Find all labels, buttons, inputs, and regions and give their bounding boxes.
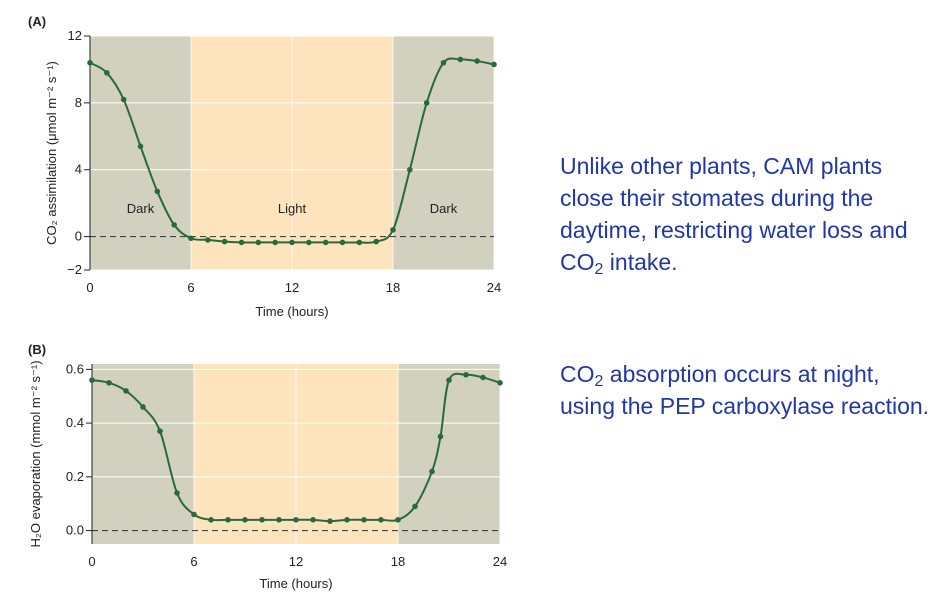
region-dark-2: [393, 36, 494, 270]
data-point: [480, 374, 486, 381]
data-point: [123, 388, 129, 394]
y-tick-label: 0: [75, 229, 82, 244]
data-point: [137, 143, 144, 150]
data-point: [361, 517, 367, 523]
y-tick-label: 12: [68, 28, 82, 43]
x-axis-label: Time (hours): [255, 304, 328, 319]
data-point: [423, 100, 430, 106]
data-point: [390, 227, 396, 233]
x-tick-label: 24: [487, 280, 501, 295]
y-tick-label: 0.0: [66, 523, 84, 538]
data-point: [289, 239, 295, 246]
y-tick-label: 0.6: [66, 361, 84, 376]
data-point: [412, 503, 418, 510]
data-point: [339, 239, 346, 246]
series-line: [91, 372, 501, 523]
data-point: [344, 517, 350, 523]
data-point: [238, 239, 245, 246]
y-tick-label: 8: [75, 95, 82, 110]
subscript-2: 2: [594, 373, 604, 390]
data-point: [104, 69, 110, 76]
data-point: [205, 237, 211, 243]
region-label-dark: Dark: [127, 201, 155, 216]
data-point: [373, 238, 379, 245]
x-tick-label: 18: [386, 280, 400, 295]
y-tick-label: −2: [67, 262, 82, 277]
data-point: [276, 517, 282, 523]
x-tick-label: 6: [187, 280, 194, 295]
data-point: [154, 188, 161, 195]
x-tick-label: 0: [88, 554, 95, 569]
data-point: [259, 517, 265, 523]
data-point: [191, 511, 197, 518]
data-point: [327, 518, 333, 524]
data-point: [174, 490, 180, 496]
data-point: [497, 380, 503, 386]
region-dark-0: [92, 364, 194, 544]
data-point: [293, 517, 299, 523]
data-point: [188, 235, 194, 242]
region-label-light: Light: [278, 201, 307, 216]
region-label-dark: Dark: [430, 201, 458, 216]
data-point: [440, 59, 447, 66]
data-point: [491, 61, 497, 68]
data-point: [106, 380, 112, 386]
data-point: [310, 517, 316, 523]
x-axis-label: Time (hours): [259, 576, 332, 591]
y-tick-label: 4: [75, 162, 82, 177]
panel-label: (A): [28, 14, 46, 29]
y-tick-label: 0.2: [66, 469, 84, 484]
region-dark-2: [398, 364, 500, 544]
data-point: [242, 517, 248, 523]
data-point: [407, 166, 413, 173]
x-tick-label: 12: [289, 554, 303, 569]
x-tick-label: 6: [190, 554, 197, 569]
data-point: [87, 59, 93, 66]
data-point: [446, 377, 452, 383]
x-tick-label: 12: [285, 280, 299, 295]
panel-label: (B): [28, 342, 46, 357]
chart-a: 12 8 4 0 −2 0 6 12 18 24 Time (hours) CO₂ assimilat…: [28, 14, 501, 319]
note-stomates: Unlike other plants, CAM plants close th…: [560, 153, 908, 278]
data-point: [356, 239, 363, 246]
data-point: [89, 377, 95, 383]
note-co2-absorption: CO2 absorption occurs at night, using th…: [560, 361, 930, 419]
data-point: [221, 238, 228, 245]
data-point: [120, 96, 127, 103]
subscript-2: 2: [594, 261, 604, 278]
data-point: [225, 517, 231, 523]
data-point: [171, 222, 177, 228]
x-tick-label: 18: [391, 554, 405, 569]
data-point: [378, 517, 384, 523]
data-point: [437, 433, 444, 440]
data-point: [140, 404, 146, 410]
data-point: [474, 58, 480, 64]
data-point: [457, 56, 464, 63]
data-point: [463, 371, 469, 378]
data-point: [157, 428, 163, 434]
data-point: [429, 468, 435, 475]
x-tick-label: 24: [493, 554, 507, 569]
x-tick-label: 0: [86, 280, 93, 295]
data-point: [306, 239, 312, 246]
data-point: [272, 239, 278, 246]
data-point: [255, 239, 262, 246]
y-tick-label: 0.4: [66, 415, 84, 430]
y-axis-label: H₂O evaporation (mmol m⁻² s⁻¹): [28, 360, 43, 547]
chart-b: 0.6 0.4 0.2 0.0 0 6 12 18 24 Time (hours) H₂O evap…: [28, 342, 507, 591]
data-point: [322, 239, 329, 246]
data-point: [395, 517, 401, 523]
data-point: [208, 517, 214, 523]
y-axis-label: CO₂ assimilation (μmol m⁻² s⁻¹): [44, 61, 59, 245]
